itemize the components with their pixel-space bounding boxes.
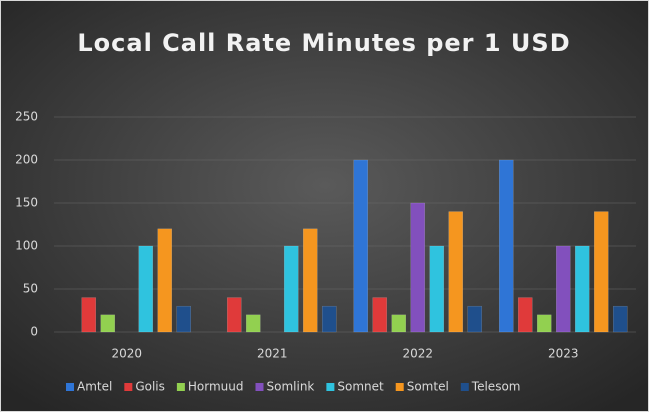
- legend-label: Hormuud: [188, 380, 244, 394]
- bar: [391, 314, 406, 333]
- bar: [372, 297, 387, 333]
- bar: [410, 202, 425, 333]
- bar: [448, 211, 463, 333]
- bar: [594, 211, 609, 333]
- bar: [518, 297, 533, 333]
- legend-marker: [66, 383, 74, 391]
- legend-marker: [124, 383, 133, 391]
- bar: [138, 245, 153, 333]
- y-tick-label: 100: [15, 239, 38, 253]
- y-tick-label: 250: [15, 110, 38, 124]
- bar: [429, 245, 444, 333]
- bar: [176, 305, 191, 333]
- bar: [613, 305, 628, 333]
- bar: [467, 305, 482, 333]
- legend-marker: [326, 383, 335, 391]
- bar: [246, 314, 261, 333]
- y-tick-label: 50: [23, 282, 38, 296]
- chart-title: Local Call Rate Minutes per 1 USD: [77, 29, 570, 57]
- x-tick-label: 2020: [111, 347, 142, 361]
- bar: [353, 159, 368, 333]
- bar: [556, 245, 571, 333]
- bar: [537, 314, 552, 333]
- legend-marker: [176, 383, 185, 391]
- legend-label: Somnet: [337, 380, 384, 394]
- x-tick-label: 2023: [548, 347, 579, 361]
- bar: [81, 297, 96, 333]
- legend-marker: [460, 383, 469, 391]
- bar: [499, 159, 514, 333]
- y-tick-label: 200: [15, 153, 38, 167]
- legend-label: Telesom: [471, 380, 521, 394]
- bar: [100, 314, 115, 333]
- bar: [284, 245, 299, 333]
- y-tick-label: 0: [30, 325, 38, 339]
- legend-marker: [255, 383, 264, 391]
- legend-label: Somtel: [407, 380, 449, 394]
- legend-label: Somlink: [267, 380, 315, 394]
- legend-label: Golis: [135, 380, 165, 394]
- bar: [575, 245, 590, 333]
- bar: [227, 297, 242, 333]
- bar: [322, 305, 337, 333]
- y-tick-label: 150: [15, 196, 38, 210]
- bar: [157, 228, 172, 333]
- x-tick-label: 2022: [402, 347, 433, 361]
- legend-marker: [395, 383, 404, 391]
- legend-label: Amtel: [77, 380, 112, 394]
- x-tick-label: 2021: [257, 347, 288, 361]
- bar: [303, 228, 318, 333]
